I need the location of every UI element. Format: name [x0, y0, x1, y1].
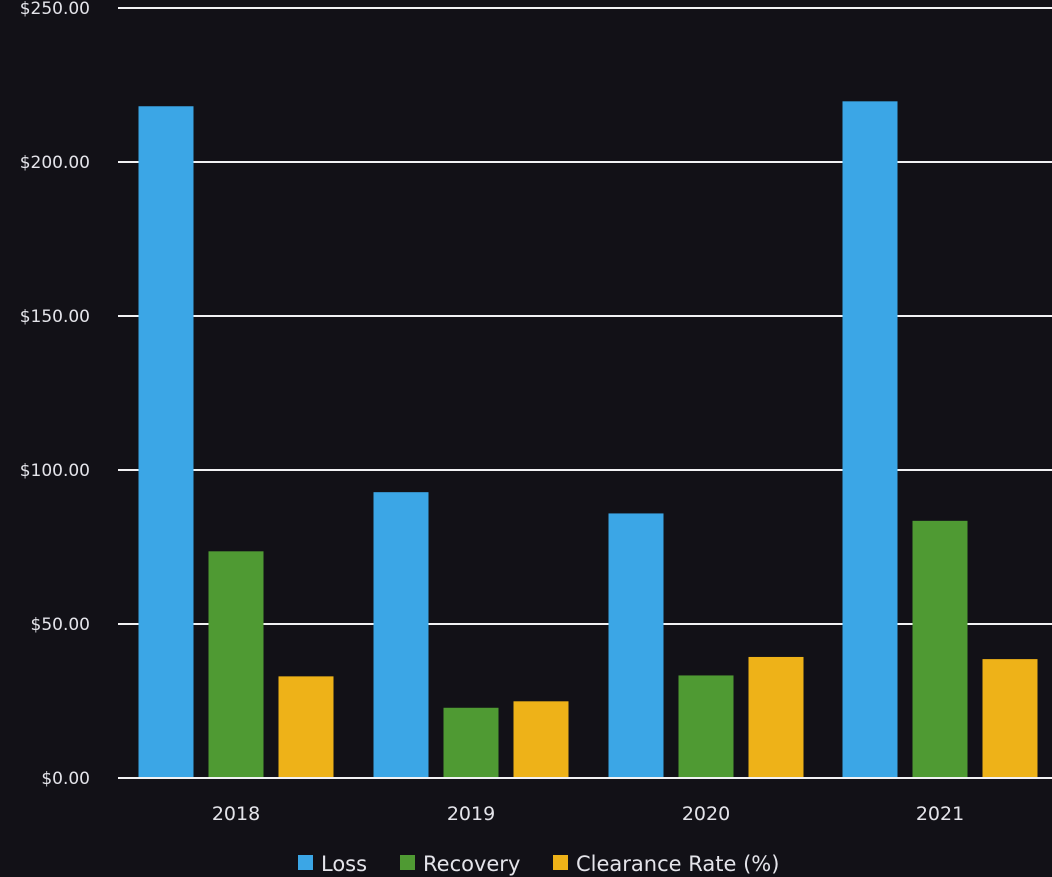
bar-recovery-2020 [678, 675, 734, 778]
x-axis-tick-labels: 2018 2019 2020 2021 [212, 803, 964, 825]
legend: Loss Recovery Clearance Rate (%) [298, 852, 779, 876]
bar-clearance-rate-2018 [278, 676, 334, 778]
y-tick-label: $250.00 [20, 0, 90, 19]
y-axis-tick-labels: $0.00 $50.00 $100.00 $150.00 $200.00 $250.00 [20, 0, 90, 789]
y-tick-label: $50.00 [31, 615, 90, 635]
x-tick-label: 2021 [916, 803, 964, 825]
bar-clearance-rate-2020 [748, 656, 804, 778]
legend-swatch [298, 855, 313, 870]
bars [138, 101, 1038, 779]
bar-loss-2018 [138, 106, 194, 778]
y-tick-label: $0.00 [41, 769, 90, 789]
bar-loss-2020 [608, 513, 664, 778]
legend-swatch [400, 855, 415, 870]
y-tick-label: $150.00 [20, 307, 90, 327]
bar-clearance-rate-2021 [982, 659, 1038, 778]
bar-recovery-2018 [208, 551, 264, 778]
legend-label: Recovery [423, 852, 520, 876]
y-tick-label: $200.00 [20, 153, 90, 173]
bar-recovery-2021 [912, 520, 968, 778]
bar-loss-2019 [373, 492, 429, 778]
bar-loss-2021 [842, 101, 898, 779]
legend-label: Loss [321, 852, 367, 876]
y-tick-label: $100.00 [20, 461, 90, 481]
bar-clearance-rate-2019 [513, 701, 569, 778]
bar-recovery-2019 [443, 707, 499, 778]
legend-label: Clearance Rate (%) [576, 852, 779, 876]
x-tick-label: 2019 [447, 803, 495, 825]
x-tick-label: 2020 [682, 803, 730, 825]
x-tick-label: 2018 [212, 803, 260, 825]
legend-swatch [553, 855, 568, 870]
